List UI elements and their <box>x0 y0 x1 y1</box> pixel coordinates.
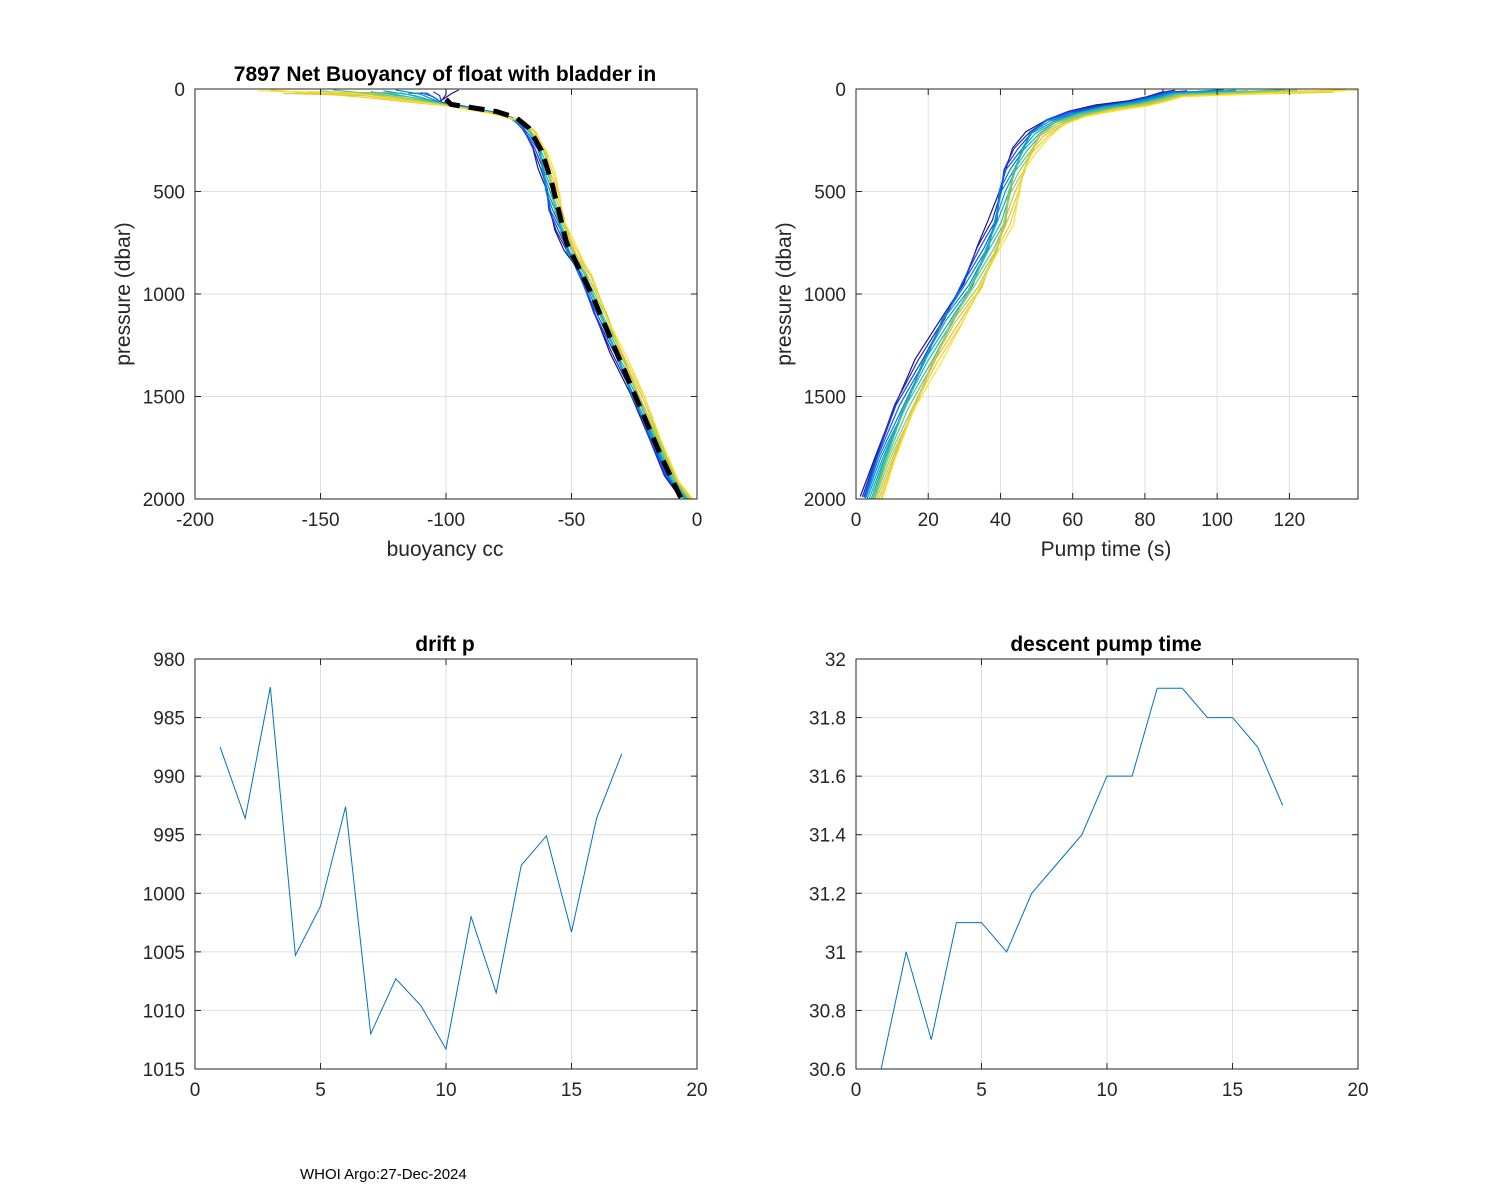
y-tick-label: 990 <box>153 767 185 788</box>
x-tick-label: 10 <box>1096 1080 1117 1101</box>
y-tick-label: 31.4 <box>809 826 846 847</box>
profile-line <box>881 89 1358 499</box>
y-tick-label: 500 <box>153 183 185 204</box>
y-tick-label: 500 <box>814 183 846 204</box>
panel-buoyancy: -200 -150 -100 -50 0 0 500 1000 1500 2000 <box>143 80 703 531</box>
plot-area <box>257 89 694 499</box>
series-line <box>219 687 623 1051</box>
panel-pumptime: 0 20 40 60 80 100 120 0 500 1000 1500 2000 <box>804 80 1359 531</box>
x-tick-label: 20 <box>686 1080 707 1101</box>
x-tick-label: 15 <box>561 1080 582 1101</box>
y-tick-label: 31.2 <box>809 884 846 905</box>
x-tick-label: 5 <box>976 1080 987 1101</box>
y-tick-label: 1015 <box>143 1060 185 1081</box>
plot-area <box>880 687 1284 1069</box>
y-tick-label: 1000 <box>143 285 185 306</box>
buoyancy-x-label: buoyancy cc <box>387 538 504 561</box>
x-tick-label: 100 <box>1201 510 1233 531</box>
y-tick-label: 995 <box>153 826 185 847</box>
x-tick-label: 80 <box>1134 510 1155 531</box>
x-tick-label: 5 <box>315 1080 326 1101</box>
y-tick-label: 30.8 <box>809 1001 846 1022</box>
y-tick-label: 31 <box>825 943 846 964</box>
y-tick-label: 30.6 <box>809 1060 846 1081</box>
x-tick-label: -50 <box>558 510 585 531</box>
model-line <box>444 97 685 499</box>
x-tick-label: 0 <box>851 510 862 531</box>
descent-chart-title: descent pump time <box>1010 633 1201 656</box>
x-tick-label: 120 <box>1274 510 1306 531</box>
y-tick-label: 0 <box>174 80 185 101</box>
x-tick-label: 15 <box>1222 1080 1243 1101</box>
x-tick-label: 0 <box>692 510 703 531</box>
buoyancy-chart-title: 7897 Net Buoyancy of float with bladder … <box>234 63 656 86</box>
y-tick-label: 31.6 <box>809 767 846 788</box>
buoyancy-y-label: pressure (dbar) <box>112 222 135 366</box>
pumptime-x-label: Pump time (s) <box>1041 538 1172 561</box>
y-tick-label: 2000 <box>804 490 846 511</box>
y-tick-label: 32 <box>825 650 846 671</box>
x-tick-label: 10 <box>435 1080 456 1101</box>
x-tick-label: 0 <box>190 1080 201 1101</box>
footer-text: WHOI Argo:27-Dec-2024 <box>300 1166 467 1183</box>
y-tick-label: 31.8 <box>809 709 846 730</box>
x-tick-label: -100 <box>427 510 465 531</box>
x-tick-label: 20 <box>1347 1080 1368 1101</box>
y-tick-label: 1000 <box>804 285 846 306</box>
y-tick-label: 1500 <box>804 388 846 409</box>
plot-area <box>859 89 1358 499</box>
x-tick-label: 60 <box>1062 510 1083 531</box>
plot-area <box>219 687 623 1051</box>
y-tick-label: 1000 <box>143 884 185 905</box>
y-tick-label: 1005 <box>143 943 185 964</box>
y-tick-label: 985 <box>153 709 185 730</box>
y-tick-label: 1010 <box>143 1001 185 1022</box>
x-tick-label: -200 <box>176 510 214 531</box>
y-tick-label: 1500 <box>143 388 185 409</box>
pumptime-y-label: pressure (dbar) <box>773 222 796 366</box>
panel-descent: 0 5 10 15 20 30.6 30.8 31 31.2 31.4 31.6 31.8 32 <box>809 650 1369 1101</box>
series-line <box>880 687 1284 1069</box>
x-tick-label: 20 <box>918 510 939 531</box>
x-tick-label: -150 <box>301 510 339 531</box>
y-tick-label: 980 <box>153 650 185 671</box>
drift-chart-title: drift p <box>415 633 474 656</box>
profile-line <box>257 90 694 499</box>
x-tick-label: 40 <box>990 510 1011 531</box>
y-tick-label: 0 <box>835 80 846 101</box>
x-tick-label: 0 <box>851 1080 862 1101</box>
y-tick-label: 2000 <box>143 490 185 511</box>
